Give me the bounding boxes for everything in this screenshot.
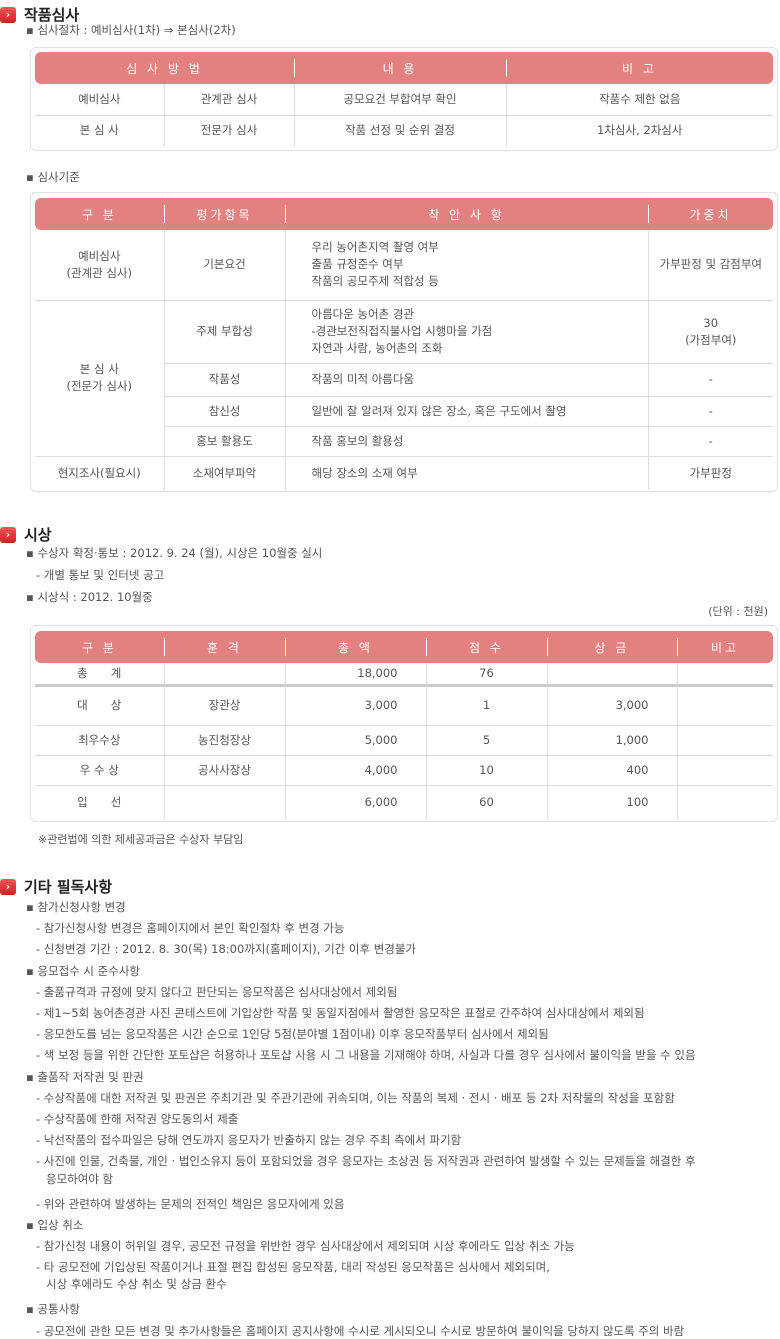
table-row: 예비심사 (관계관 심사) 기본요건 우리 농어촌지역 촬영 여부 출품 규정준수 여부… (35, 230, 773, 300)
section-header-awards: › 시상 (0, 524, 52, 545)
chevron-right-icon: › (0, 526, 16, 543)
table-row: 참신성 일반에 잘 알려져 있지 않은 장소, 혹은 구도에서 촬영 - (35, 395, 773, 426)
notice-item: - 타 공모전에 기입상된 작품이거나 표절 편집 합성된 응모작품, 대리 작… (36, 1260, 550, 1275)
section-header-notices: › 기타 필독사항 (0, 876, 112, 897)
notice-item: - 낙선작품의 접수파일은 당해 연도까지 응모자가 반출하지 않는 경우 주최… (36, 1133, 462, 1148)
chevron-right-icon: › (0, 6, 16, 23)
notice-item: - 수상작품에 대한 저작권 및 판권은 주최기관 및 주관기관에 귀속되며, … (36, 1090, 675, 1105)
notice-item: - 신청변경 기간 : 2012. 8. 30(목) 18:00까지(홈페이지)… (36, 942, 417, 957)
award-announcement: ▪ 수상자 확정·통보 : 2012. 9. 24 (월), 시상은 10월중 … (26, 546, 323, 560)
table-row: 최우수상 농진청장상 5,000 5 1,000 (35, 724, 773, 755)
table-row: 현지조사(필요시) 소재여부파악 해당 장소의 소재 여부 가부판정 (35, 455, 773, 490)
table-row: 입 선 6,000 60 100 (35, 784, 773, 819)
notice-item: - 위와 관련하여 발생하는 문제의 전적인 책임은 응모자에게 있음 (36, 1196, 345, 1211)
ceremony-date: ▪ 시상식 : 2012. 10월중 (26, 590, 153, 604)
notice-item: 응모하여야 함 (46, 1171, 114, 1186)
notice-item: - 응모한도를 넘는 응모작품은 시간 순으로 1인당 5점(분야별 1점이내)… (36, 1027, 549, 1042)
table-row: 본 심 사 (전문가 심사) 주제 부합성 아름다운 농어촌 경관 -경관보전직접직불사… (35, 299, 773, 456)
table-row: 홍보 활용도 작품 홍보의 활용성 - (35, 425, 773, 456)
notice-item: - 참가신청사항 변경은 홈페이지에서 본인 확인절차 후 변경 가능 (36, 921, 345, 936)
notice-item: - 제1~5회 농어촌경관 사진 콘테스트에 기입상한 작품 및 동일지점에서 … (36, 1006, 645, 1020)
criteria-label: ▪ 심사기준 (26, 170, 80, 184)
table-row: 작품성 작품의 미적 아름다움 - (35, 362, 773, 396)
notice-heading: ▪ 입상 취소 (26, 1217, 84, 1232)
notice-item: - 사진에 인물, 건축물, 개인 · 법인소유지 등이 포함되었을 경우 응모… (36, 1154, 696, 1169)
table-row: 대 상 장관상 3,000 1 3,000 (35, 683, 773, 725)
table-row: 예비심사 관계관 심사 공모요건 부합여부 확인 작품수 제한 없음 (35, 84, 773, 115)
procedure-text: ▪ 심사절차 : 예비심사(1차) ⇒ 본심사(2차) (26, 23, 236, 37)
notice-item: - 참가신청 내용이 허위일 경우, 공모전 규정을 위반한 경우 심사대상에서… (36, 1239, 575, 1253)
table-row: 총 계 18,000 76 (35, 663, 773, 685)
table-row: 본 심 사 전문가 심사 작품 선정 및 순위 결정 1차심사, 2차심사 (35, 114, 773, 146)
notice-item: 시상 후에라도 수상 취소 및 상금 환수 (46, 1277, 227, 1292)
notice-heading: ▪ 출품작 저작권 및 판권 (26, 1069, 144, 1084)
notice-method: - 개별 통보 및 인터넷 공고 (36, 568, 165, 582)
notice-heading: ▪ 참가신청사항 변경 (26, 900, 126, 914)
notice-heading: ▪ 공통사항 (26, 1302, 80, 1317)
notice-item: - 수상작품에 한해 저작권 양도동의서 제출 (36, 1112, 239, 1126)
criteria-table: 구 분 평가항목 착 안 사 항 가중치 예비심사 (관계관 심사) 기본요건 우리 농어촌… (30, 192, 778, 492)
tax-note: ※관련법에 의한 제세공과금은 수상자 부담임 (38, 833, 244, 846)
notice-heading: ▪ 응모접수 시 준수사항 (26, 963, 140, 978)
table-row: 우 수 상 공사사장상 4,000 10 400 (35, 754, 773, 785)
notice-item: - 공모전에 관한 모든 변경 및 추가사항들은 홈페이지 공지사항에 수시로 … (36, 1323, 685, 1338)
notice-item: - 출품규격과 규정에 맞지 않다고 판단되는 응모작품은 심사대상에서 제외됨 (36, 984, 398, 999)
chevron-right-icon: › (0, 878, 16, 895)
section-header-judging: › 작품심사 (0, 4, 79, 25)
unit-label: (단위 : 천원) (708, 605, 768, 618)
notice-item: - 색 보정 등을 위한 간단한 포토샵은 허용하나 포토샵 사용 시 그 내용… (36, 1048, 696, 1063)
